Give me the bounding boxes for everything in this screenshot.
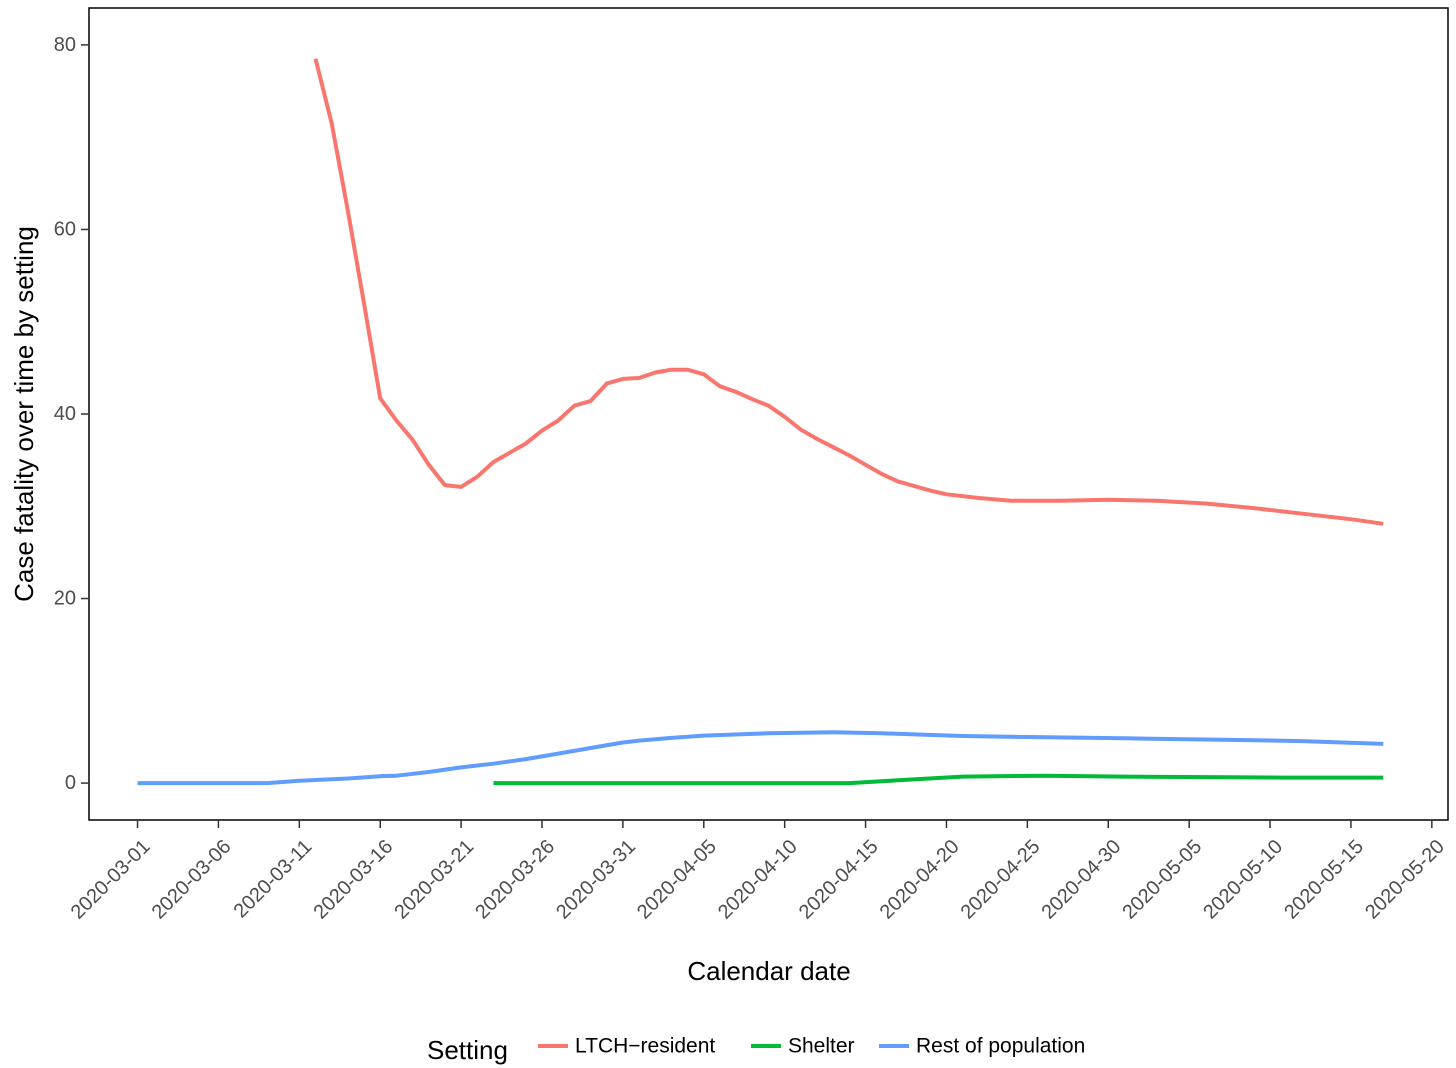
legend-label: Rest of population (916, 1035, 1085, 1058)
y-tick-label: 20 (54, 588, 76, 610)
series-layer (137, 58, 1384, 786)
y-axis-title: Case fatality over time by setting (9, 226, 39, 602)
y-tick-label: 40 (54, 403, 76, 425)
y-tick-label: 80 (54, 34, 76, 56)
y-tick-label: 0 (65, 772, 76, 794)
series-line-2 (137, 730, 1384, 786)
y-axis: 0 20 40 60 80 (54, 34, 89, 794)
legend-title: Setting (427, 1035, 508, 1065)
legend-label: LTCH−resident (575, 1035, 715, 1058)
legend-label: Shelter (788, 1035, 855, 1058)
y-tick-label: 60 (54, 218, 76, 240)
legend: Setting LTCH−resident Shelter Rest of popu… (427, 1035, 1085, 1066)
series-line-1 (493, 773, 1384, 786)
series-line-0 (313, 58, 1384, 526)
x-axis-title: Calendar date (687, 956, 850, 986)
legend-items: LTCH−resident Shelter Rest of population (538, 1035, 1085, 1058)
